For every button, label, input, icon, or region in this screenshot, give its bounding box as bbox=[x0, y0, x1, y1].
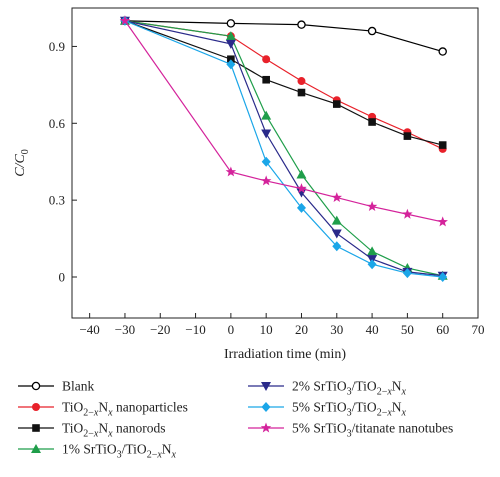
legend-marker bbox=[31, 381, 41, 391]
legend-marker bbox=[32, 403, 40, 411]
data-point bbox=[402, 268, 412, 279]
legend-marker bbox=[261, 382, 271, 391]
series-line bbox=[124, 20, 443, 277]
data-point bbox=[119, 15, 131, 26]
x-tick-label: 30 bbox=[330, 322, 343, 337]
series-line bbox=[124, 20, 443, 278]
data-point bbox=[366, 201, 378, 211]
x-tick-label: −10 bbox=[185, 322, 205, 337]
y-tick-label: 0.3 bbox=[49, 193, 65, 208]
legend-entry: 2% SrTiO3​/TiO2−x​Nx​ bbox=[248, 379, 407, 398]
data-point bbox=[331, 229, 342, 239]
data-point bbox=[297, 20, 306, 29]
y-tick-label: 0.9 bbox=[49, 39, 65, 54]
legend-marker bbox=[261, 402, 271, 412]
legend-marker bbox=[32, 424, 40, 432]
legend-label: Blank bbox=[62, 379, 94, 394]
data-point bbox=[261, 129, 272, 139]
data-point bbox=[226, 19, 236, 28]
x-tick-label: 10 bbox=[260, 322, 273, 337]
data-point bbox=[368, 118, 376, 126]
data-point bbox=[261, 110, 272, 120]
x-tick-label: −40 bbox=[79, 322, 99, 337]
legend: Blank TiO2−x​Nx​ nanoparticles TiO2−x​Nx​ … bbox=[18, 379, 453, 461]
series-line bbox=[124, 20, 443, 223]
legend-label: TiO2−x​Nx​ nanoparticles bbox=[62, 400, 188, 419]
y-tick-label: 0.6 bbox=[49, 116, 66, 131]
x-tick-label: 60 bbox=[436, 322, 449, 337]
series-2 bbox=[121, 17, 447, 149]
legend-label: TiO2−x​Nx​ nanorods bbox=[62, 421, 165, 440]
data-point bbox=[225, 166, 237, 177]
data-point bbox=[367, 246, 378, 256]
x-tick-label: 70 bbox=[472, 322, 485, 337]
series-5 bbox=[120, 15, 448, 283]
data-point bbox=[403, 132, 412, 140]
data-point bbox=[296, 202, 306, 213]
y-axis-label: C/C0 bbox=[13, 149, 31, 177]
data-point bbox=[260, 175, 272, 186]
legend-label: 1% SrTiO3​/TiO2−x​Nx​ bbox=[62, 442, 177, 461]
x-tick-label: 0 bbox=[228, 322, 235, 337]
data-point bbox=[297, 77, 306, 86]
series-4 bbox=[119, 16, 448, 281]
legend-entry: 5% SrTiO3​/titanate nanotubes bbox=[248, 421, 453, 440]
data-point bbox=[296, 183, 307, 194]
legend-entry: TiO2−x​Nx​ nanorods bbox=[18, 421, 165, 440]
legend-entry: TiO2−x​Nx​ nanoparticles bbox=[18, 400, 188, 419]
data-point bbox=[367, 259, 377, 270]
data-point bbox=[367, 26, 377, 36]
data-point bbox=[296, 169, 307, 179]
data-point bbox=[262, 75, 270, 84]
legend-marker bbox=[31, 444, 41, 453]
data-point bbox=[438, 272, 448, 283]
data-point bbox=[332, 241, 342, 252]
data-point bbox=[261, 156, 271, 167]
x-axis-label: Irradiation time (min) bbox=[224, 347, 346, 362]
legend-label: 2% SrTiO3​/TiO2−x​Nx​ bbox=[292, 379, 407, 398]
series-line bbox=[124, 20, 443, 150]
data-point bbox=[262, 55, 271, 64]
legend-label: 5% SrTiO3​/titanate nanotubes bbox=[292, 421, 453, 440]
series-line bbox=[124, 20, 443, 277]
y-tick-label: 0 bbox=[59, 270, 66, 285]
data-point bbox=[438, 47, 447, 56]
series-6 bbox=[119, 15, 448, 227]
data-point bbox=[332, 100, 341, 108]
x-tick-label: −30 bbox=[115, 322, 135, 337]
data-point bbox=[297, 88, 306, 97]
data-point bbox=[331, 215, 342, 225]
data-point bbox=[227, 55, 235, 64]
series-3 bbox=[119, 15, 448, 280]
legend-label: 5% SrTiO3​/TiO2−x​Nx​ bbox=[292, 400, 407, 419]
series-line bbox=[124, 20, 443, 146]
data-point bbox=[226, 59, 236, 70]
legend-marker bbox=[260, 422, 272, 433]
data-point bbox=[402, 208, 413, 219]
plot-area: −40 −30 −20 −10 0 10 20 30 40 50 60 70 0 0.3 0.6 0.9 Irr… bbox=[13, 7, 485, 362]
x-tick-label: 20 bbox=[295, 322, 308, 337]
series-0 bbox=[120, 16, 447, 56]
data-point bbox=[438, 141, 447, 149]
plot-frame bbox=[71, 7, 479, 319]
data-point bbox=[225, 31, 236, 41]
legend-entry: Blank bbox=[18, 379, 94, 394]
legend-entry: 5% SrTiO3​/TiO2−x​Nx​ bbox=[248, 400, 407, 419]
legend-entry: 1% SrTiO3​/TiO2−x​Nx​ bbox=[18, 442, 177, 461]
data-point bbox=[437, 216, 448, 227]
x-tick-label: 40 bbox=[366, 322, 379, 337]
x-tick-label: 50 bbox=[401, 322, 414, 337]
series-line bbox=[124, 20, 443, 53]
x-tick-label: −20 bbox=[150, 322, 170, 337]
data-point bbox=[225, 39, 236, 49]
data-point bbox=[331, 192, 343, 203]
